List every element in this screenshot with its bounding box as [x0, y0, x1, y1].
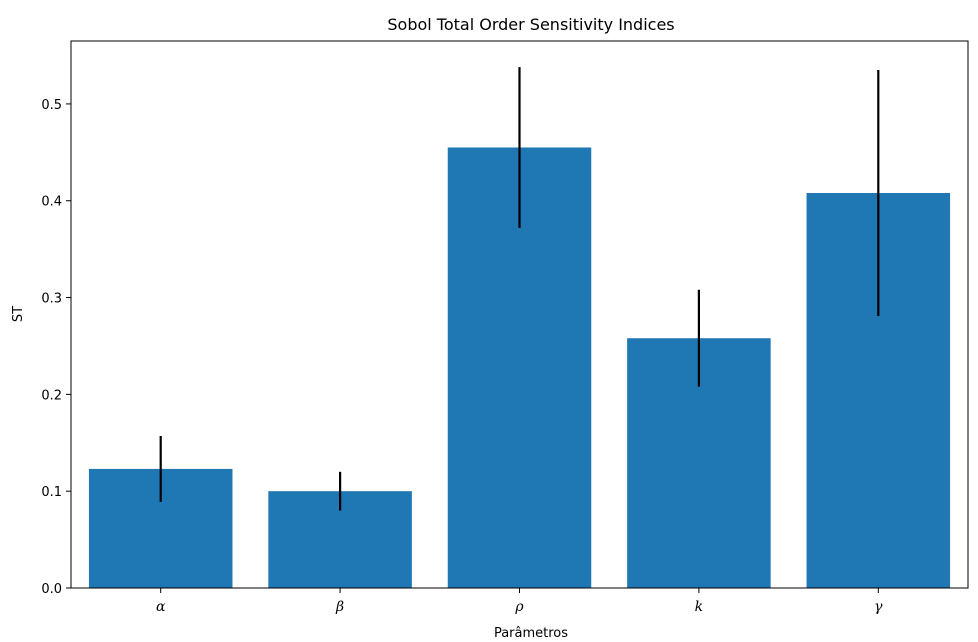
y-tick-label-1: 0.1: [41, 485, 62, 500]
plot-frame: [70, 40, 969, 589]
x-tick-label-4: γ: [874, 599, 883, 615]
y-tick-label-3: 0.3: [41, 292, 62, 307]
x-axis-label: Parâmetros: [494, 626, 568, 641]
x-tick-label-3: k: [695, 599, 703, 615]
y-tick-label-2: 0.2: [41, 388, 62, 403]
x-tick-label-2: ρ: [514, 599, 524, 615]
plot-area: α β ρ k γ 0.0 0.1 0.2 0.3 0.4 0.5: [41, 40, 969, 615]
chart-title: Sobol Total Order Sensitivity Indices: [387, 15, 674, 34]
y-tick-label-4: 0.4: [41, 195, 62, 210]
y-axis-label: ST: [11, 306, 26, 322]
x-tick-label-1: β: [335, 599, 344, 615]
x-tick-label-0: α: [156, 599, 166, 615]
y-tick-label-0: 0.0: [41, 582, 62, 597]
y-tick-label-5: 0.5: [41, 98, 62, 113]
